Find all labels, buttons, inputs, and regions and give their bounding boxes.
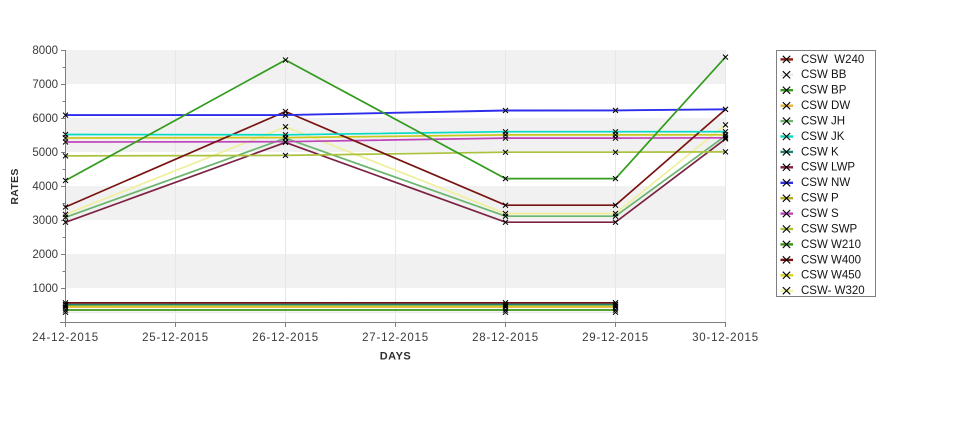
- svg-text:CSW K: CSW K: [801, 146, 839, 158]
- svg-text:29-12-2015: 29-12-2015: [582, 332, 649, 344]
- svg-text:CSW BP: CSW BP: [801, 85, 847, 97]
- svg-text:CSW LWP: CSW LWP: [801, 162, 855, 174]
- svg-text:CSW W400: CSW W400: [801, 254, 861, 266]
- svg-text:CSW NW: CSW NW: [801, 177, 850, 189]
- svg-text:27-12-2015: 27-12-2015: [362, 332, 429, 344]
- svg-text:CSW- W320: CSW- W320: [801, 285, 865, 297]
- svg-text:3000: 3000: [32, 215, 58, 227]
- svg-text:7000: 7000: [32, 79, 58, 91]
- svg-text:CSW W210: CSW W210: [801, 239, 861, 251]
- svg-text:CSW W240: CSW W240: [801, 54, 864, 66]
- svg-text:RATES: RATES: [9, 168, 21, 204]
- svg-text:25-12-2015: 25-12-2015: [142, 332, 209, 344]
- svg-text:24-12-2015: 24-12-2015: [32, 332, 99, 344]
- svg-text:CSW JH: CSW JH: [801, 116, 845, 128]
- svg-text:CSW JK: CSW JK: [801, 131, 845, 143]
- svg-text:28-12-2015: 28-12-2015: [472, 332, 539, 344]
- svg-text:DAYS: DAYS: [380, 351, 412, 363]
- svg-text:CSW S: CSW S: [801, 208, 839, 220]
- svg-text:CSW W450: CSW W450: [801, 270, 861, 282]
- svg-text:26-12-2015: 26-12-2015: [252, 332, 319, 344]
- svg-text:CSW SWP: CSW SWP: [801, 223, 858, 235]
- svg-text:1000: 1000: [32, 283, 58, 295]
- svg-text:CSW P: CSW P: [801, 193, 839, 205]
- svg-text:6000: 6000: [32, 113, 58, 125]
- svg-text:CSW DW: CSW DW: [801, 100, 850, 112]
- svg-text:8000: 8000: [32, 45, 58, 57]
- svg-text:30-12-2015: 30-12-2015: [692, 332, 759, 344]
- svg-text:2000: 2000: [32, 249, 58, 261]
- svg-text:CSW BB: CSW BB: [801, 69, 847, 81]
- svg-text:4000: 4000: [32, 181, 58, 193]
- svg-text:5000: 5000: [32, 147, 58, 159]
